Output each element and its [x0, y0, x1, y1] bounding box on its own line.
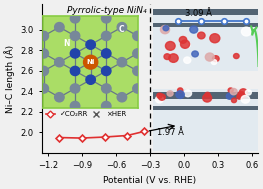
- Text: 1.97 Å: 1.97 Å: [157, 128, 184, 136]
- Bar: [153, 89, 261, 151]
- Circle shape: [226, 93, 233, 99]
- Circle shape: [205, 53, 214, 61]
- Circle shape: [228, 88, 233, 93]
- Circle shape: [241, 27, 251, 36]
- Circle shape: [205, 92, 210, 97]
- Circle shape: [178, 88, 183, 93]
- Circle shape: [184, 42, 190, 48]
- Circle shape: [163, 26, 169, 31]
- Circle shape: [230, 88, 237, 95]
- Legend: ✓CO₂RR, ×HER: ✓CO₂RR, ×HER: [43, 108, 129, 120]
- Circle shape: [176, 91, 184, 98]
- Circle shape: [241, 95, 250, 103]
- Circle shape: [192, 51, 198, 57]
- Bar: [153, 9, 261, 71]
- Circle shape: [184, 57, 191, 63]
- Text: 3.09 Å: 3.09 Å: [185, 9, 212, 18]
- Circle shape: [180, 40, 190, 48]
- Circle shape: [165, 42, 175, 50]
- Circle shape: [179, 36, 187, 43]
- Circle shape: [237, 95, 242, 99]
- Circle shape: [158, 94, 165, 100]
- Bar: [153, 23, 261, 27]
- Circle shape: [160, 26, 170, 34]
- Circle shape: [190, 26, 198, 33]
- Text: Pyrrolic-type NiN₄: Pyrrolic-type NiN₄: [67, 6, 146, 15]
- X-axis label: Potential (V vs. RHE): Potential (V vs. RHE): [103, 176, 196, 185]
- Circle shape: [237, 92, 245, 99]
- Circle shape: [231, 98, 236, 103]
- Circle shape: [198, 32, 205, 39]
- Circle shape: [155, 96, 163, 103]
- Circle shape: [245, 90, 251, 95]
- Circle shape: [184, 90, 191, 97]
- Circle shape: [169, 54, 178, 62]
- Bar: [153, 9, 261, 15]
- Circle shape: [211, 60, 217, 64]
- Circle shape: [234, 53, 239, 59]
- Bar: [153, 106, 261, 110]
- Circle shape: [239, 89, 247, 96]
- Circle shape: [210, 34, 220, 43]
- Y-axis label: Ni–C length (Å): Ni–C length (Å): [4, 44, 15, 113]
- Bar: [153, 92, 261, 99]
- Circle shape: [164, 54, 170, 60]
- Circle shape: [213, 56, 219, 62]
- Circle shape: [157, 93, 162, 98]
- Circle shape: [167, 91, 173, 96]
- Circle shape: [203, 94, 212, 102]
